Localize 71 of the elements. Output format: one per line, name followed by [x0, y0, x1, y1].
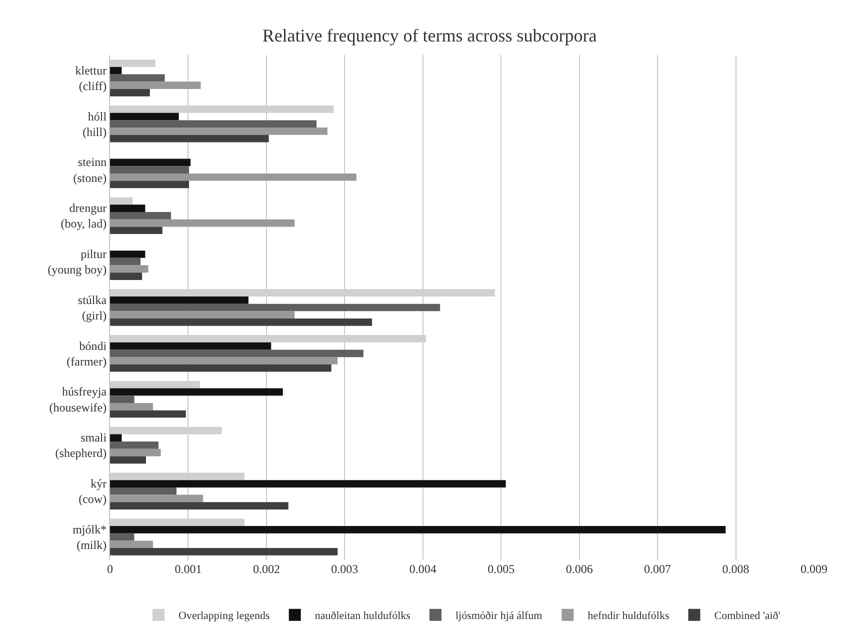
bar: [110, 204, 146, 212]
bar: [110, 364, 332, 372]
bar: [110, 487, 176, 495]
bar: [110, 502, 288, 510]
y-tick-label: bóndi (farmer): [66, 338, 108, 368]
bar: [110, 548, 338, 556]
bar: [110, 410, 186, 418]
bar: [110, 304, 440, 312]
bar: [110, 219, 295, 227]
y-tick-label: piltur (young boy): [48, 246, 107, 277]
y-tick-label: steinn (stone): [73, 155, 107, 185]
bar: [110, 134, 269, 142]
bar: [110, 311, 295, 319]
bar: [110, 112, 179, 120]
x-tick-label: 0.003: [331, 562, 358, 576]
legend-label: nauðleitan huldufólks: [314, 610, 410, 622]
chart-title: Relative frequency of terms across subcorpora: [262, 25, 597, 46]
bar: [110, 258, 141, 266]
bar: [110, 296, 248, 304]
bar: [110, 88, 150, 96]
y-tick-label: húsfreyja (housewife): [49, 384, 108, 414]
bar: [110, 173, 356, 181]
bar: [110, 442, 158, 449]
bar: [110, 82, 201, 89]
x-tick-label: 0.001: [174, 562, 202, 576]
x-tick-label: 0.002: [252, 562, 280, 576]
bar: [110, 456, 146, 464]
bar: [110, 540, 154, 548]
bar: [110, 318, 372, 326]
bar: [110, 265, 148, 273]
bar: [110, 480, 506, 488]
bar: [110, 120, 317, 128]
bar: [110, 158, 191, 166]
legend-label: Combined 'aið': [714, 610, 780, 622]
y-tick-label: stúlka (girl): [78, 292, 108, 322]
x-tick-label: 0.007: [644, 562, 672, 576]
bar: [110, 526, 726, 534]
bar: [110, 388, 283, 396]
legend-label: ljósmóðir hjá álfum: [455, 610, 543, 622]
legend-label: hefndir huldufólks: [588, 610, 670, 622]
x-tick-label: 0.005: [488, 562, 515, 576]
x-tick-label: 0.004: [409, 562, 436, 576]
y-tick-label: mjólk* (milk): [72, 522, 107, 552]
bar: [110, 448, 161, 456]
x-tick-label: 0: [107, 562, 113, 576]
bar: [110, 250, 146, 258]
bar: [110, 74, 165, 82]
x-tick-label: 0.006: [566, 562, 593, 576]
bar: [110, 402, 154, 410]
bar: [110, 342, 272, 350]
y-tick-label: smali (shepherd): [55, 430, 108, 460]
bar: [110, 272, 142, 280]
x-tick-label: 0.008: [722, 562, 750, 576]
bar: [110, 396, 134, 403]
bar: [110, 434, 122, 442]
bar: [110, 350, 364, 358]
bar: [110, 212, 172, 220]
bar: [110, 494, 204, 502]
bar: [110, 226, 162, 234]
y-tick-label: klettur (cliff): [75, 63, 107, 93]
x-tick-label: 0.009: [800, 562, 828, 576]
bar: [110, 357, 338, 364]
bar: [110, 66, 122, 74]
bar: [110, 166, 189, 174]
bar: [110, 128, 328, 135]
bar: [110, 533, 134, 541]
y-tick-label: hóll (hill): [82, 109, 108, 139]
y-tick-label: kýr (cow): [78, 476, 107, 506]
bar: [110, 180, 189, 188]
y-tick-label: drengur (boy, lad): [60, 201, 107, 231]
legend-label: Overlapping legends: [178, 610, 270, 622]
